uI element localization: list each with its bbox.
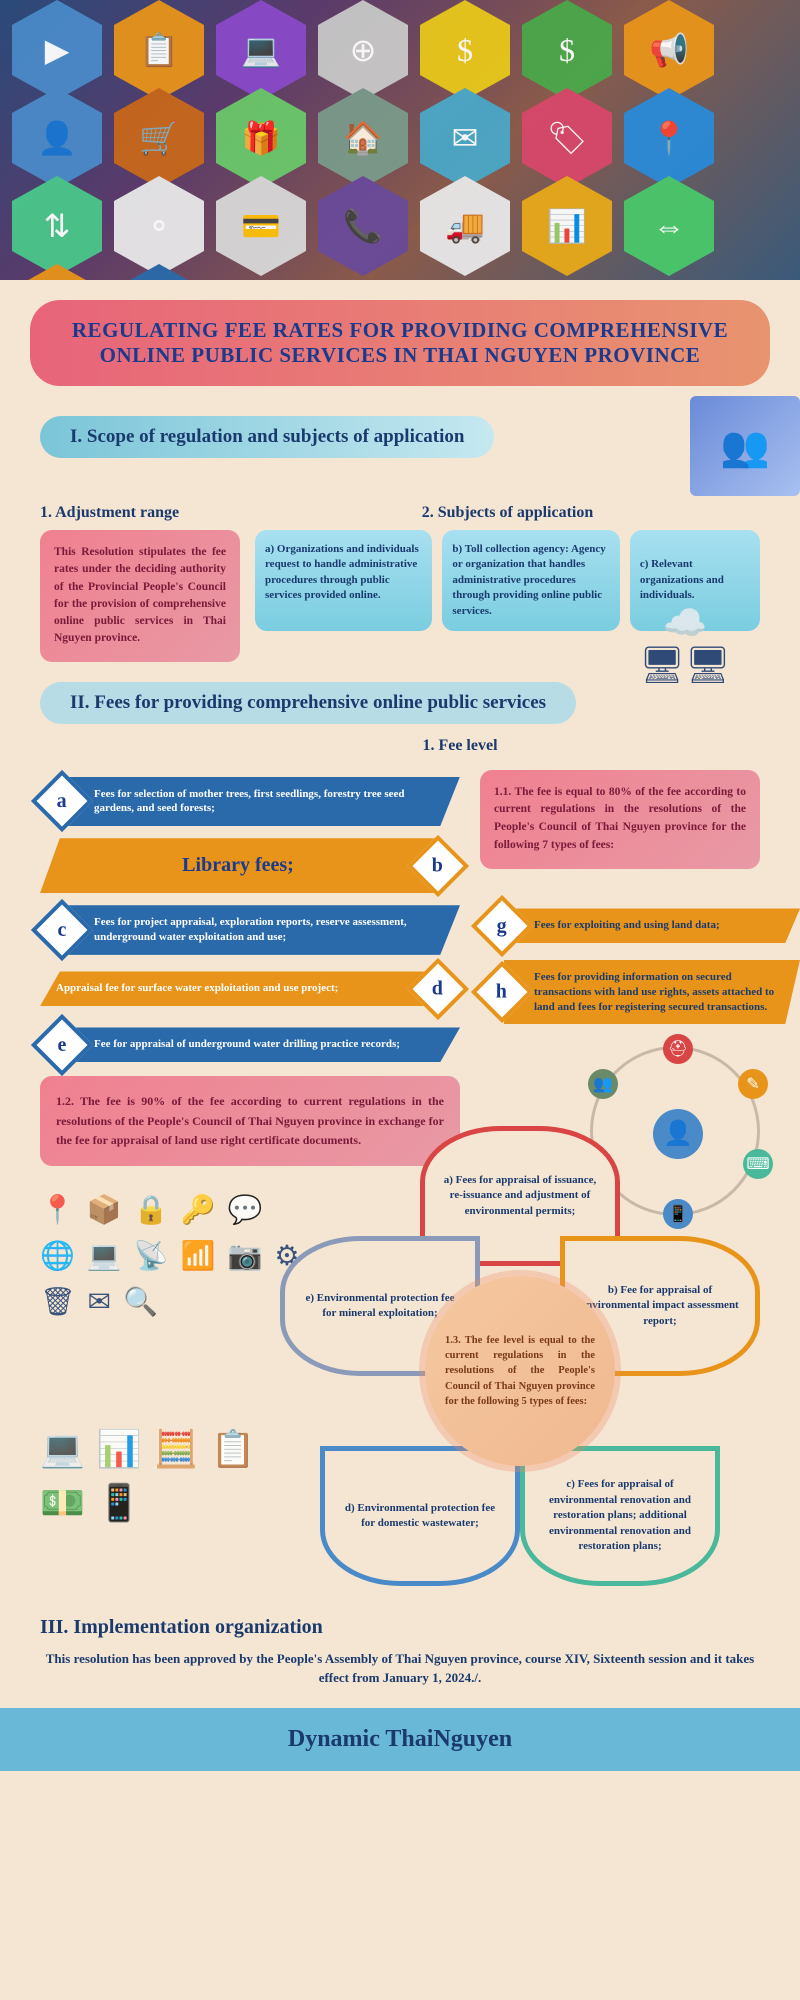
fee-item: gFees for exploiting and using land data… [480, 904, 800, 948]
hex-icon: 🎁 [216, 88, 306, 188]
section1-heading: I. Scope of regulation and subjects of a… [40, 416, 494, 458]
deco-icon: 🌐 [40, 1239, 75, 1273]
fee-box-1-1: 1.1. The fee is equal to 80% of the fee … [480, 770, 760, 869]
fee-items-right: gFees for exploiting and using land data… [480, 904, 800, 1025]
deco-icon: 💻 [87, 1239, 122, 1273]
hex-icon: ▶ [12, 0, 102, 100]
fee-bar-text: Fees for project appraisal, exploration … [64, 905, 460, 955]
fee-bar-text: Library fees; [40, 838, 436, 893]
cloud-computer-icon: ☁️🖥🖥 [610, 602, 760, 702]
deco-icon: ✉ [88, 1285, 111, 1319]
hex-icon: 📢 [624, 0, 714, 100]
deco-icon: 🔑 [181, 1193, 216, 1227]
hex-icon: 🏷 [522, 88, 612, 188]
fee-item: eFee for appraisal of underground water … [40, 1023, 460, 1067]
deco-icon: 🧮 [154, 1428, 199, 1470]
deco-icon: 📶 [181, 1239, 216, 1273]
hex-icon: ⇔ [624, 176, 714, 276]
hex-icon: 🚚 [420, 176, 510, 276]
main-title: REGULATING FEE RATES FOR PROVIDING COMPR… [60, 318, 740, 368]
hero-banner: ▶📋💻⊕$$📢👤🛒🎁🏠✉🏷📍⇅⚬💳📞🚚📊⇔🛒⊙ [0, 0, 800, 280]
deco-icon: 📷 [228, 1239, 263, 1273]
hex-icon: 🛒 [114, 88, 204, 188]
hex-icon: 👤 [12, 88, 102, 188]
fee-badge: g [471, 895, 533, 957]
deco-icon: 📱 [97, 1482, 142, 1524]
deco-icon: 🔒 [134, 1193, 169, 1227]
hex-icon: 🏠 [318, 88, 408, 188]
fee-item: Appraisal fee for surface water exploita… [40, 967, 460, 1011]
fee-item: hFees for providing information on secur… [480, 960, 800, 1025]
deco-icon: 💵 [40, 1482, 85, 1524]
deco-icon: 📊 [97, 1428, 142, 1470]
hex-icon: ⊙ [114, 264, 204, 280]
section-2: II. Fees for providing comprehensive onl… [0, 662, 800, 1606]
deco-icon: 🗑 [40, 1285, 76, 1319]
deco-icon: 💻 [40, 1428, 85, 1470]
title-band: REGULATING FEE RATES FOR PROVIDING COMPR… [30, 300, 770, 386]
fee-item: aFees for selection of mother trees, fir… [40, 777, 460, 827]
hex-icon: $ [420, 0, 510, 100]
hex-icon: ⇅ [12, 176, 102, 276]
deco-icon: 🔍 [123, 1285, 158, 1319]
fee-bar-text: Fee for appraisal of underground water d… [64, 1027, 460, 1062]
pent-segment-c: c) Fees for appraisal of environmental r… [520, 1446, 720, 1586]
fee-bar-text: Fees for providing information on secure… [504, 960, 800, 1025]
fee-bar-text: Appraisal fee for surface water exploita… [40, 971, 436, 1006]
hex-icon: $ [522, 0, 612, 100]
hex-icon: 💻 [216, 0, 306, 100]
section3-heading: III. Implementation organization [40, 1616, 760, 1639]
tech-icons-illustration: 📍📦🔒🔑💬🌐💻📡📶📷⚙🗑✉🔍 [40, 1166, 300, 1346]
pent-segment-d: d) Environmental protection fee for dome… [320, 1446, 520, 1586]
fee-badge: d [407, 958, 469, 1020]
section2-heading: II. Fees for providing comprehensive onl… [40, 682, 576, 724]
deco-icon: 📍 [40, 1193, 75, 1227]
deco-icon: 📋 [210, 1428, 255, 1470]
fee-item: Library fees;b [40, 838, 460, 893]
section-3: III. Implementation organization This re… [0, 1606, 800, 1708]
ring-node-icon: 👥 [588, 1069, 618, 1099]
hex-icon: ⊕ [318, 0, 408, 100]
subject-a: a) Organizations and individuals request… [255, 530, 432, 631]
hex-icon: 💳 [216, 176, 306, 276]
subjects-heading: 2. Subjects of application [255, 504, 760, 522]
ring-node-icon: ⛑ [663, 1034, 693, 1064]
footer-band: Dynamic ThaiNguyen [0, 1708, 800, 1771]
section3-text: This resolution has been approved by the… [40, 1649, 760, 1688]
hex-icon: 📋 [114, 0, 204, 100]
hex-icon-grid: ▶📋💻⊕$$📢👤🛒🎁🏠✉🏷📍⇅⚬💳📞🚚📊⇔🛒⊙ [0, 0, 800, 280]
hex-icon: ⚬ [114, 176, 204, 276]
fee-items-left: aFees for selection of mother trees, fir… [40, 777, 460, 1067]
deco-icon: 📦 [87, 1193, 122, 1227]
subject-b: b) Toll collection agency: Agency or org… [442, 530, 619, 631]
adjustment-text: This Resolution stipulates the fee rates… [40, 530, 240, 662]
ring-node-icon: ✎ [738, 1069, 768, 1099]
hex-icon: ✉ [420, 88, 510, 188]
pentagon-diagram: a) Fees for appraisal of issuance, re-is… [280, 1126, 760, 1586]
deco-icon: 📡 [134, 1239, 169, 1273]
fee-bar-text: Fees for selection of mother trees, firs… [64, 777, 460, 827]
footer-text: Dynamic ThaiNguyen [18, 1726, 782, 1753]
illustration-people-icon: 👥 [690, 396, 800, 496]
hex-icon: 📞 [318, 176, 408, 276]
hex-icon: 📊 [522, 176, 612, 276]
hex-icon: 🛒 [12, 264, 102, 280]
computer-tax-illustration: 💻 📊 🧮 📋 💵 📱 [40, 1386, 300, 1566]
deco-icon: 💬 [228, 1193, 263, 1227]
hex-icon: 📍 [624, 88, 714, 188]
fee-badge: e [31, 1014, 93, 1076]
fee-bar-text: Fees for exploiting and using land data; [504, 908, 800, 943]
fee-item: cFees for project appraisal, exploration… [40, 905, 460, 955]
pent-center-text: 1.3. The fee level is equal to the curre… [425, 1276, 615, 1466]
adjustment-heading: 1. Adjustment range [40, 504, 240, 522]
